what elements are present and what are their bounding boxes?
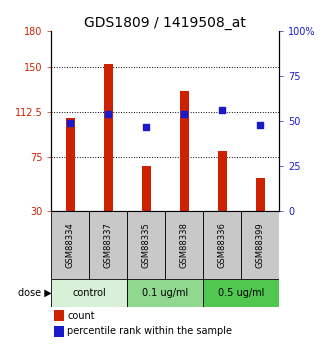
Text: GSM88399: GSM88399 (256, 222, 265, 268)
Bar (89, 211, 127, 279)
Text: GSM88337: GSM88337 (104, 222, 113, 268)
Point (144, 124, 149, 129)
Bar (241, 211, 279, 279)
Bar (51, 279, 127, 307)
Bar (256, 178, 265, 211)
Text: count: count (67, 310, 95, 321)
Text: percentile rank within the sample: percentile rank within the sample (67, 326, 232, 336)
Bar (127, 279, 203, 307)
Bar (65, 118, 75, 211)
Bar (218, 151, 227, 211)
Bar (54, 310, 64, 321)
Text: 0.5 ug/ml: 0.5 ug/ml (218, 288, 265, 298)
Bar (104, 63, 113, 211)
Bar (203, 211, 241, 279)
Text: dose ▶: dose ▶ (18, 288, 51, 298)
Point (220, 108, 225, 113)
Point (106, 111, 111, 117)
Bar (179, 91, 189, 211)
Bar (54, 326, 64, 337)
Text: 0.1 ug/ml: 0.1 ug/ml (142, 288, 188, 298)
Title: GDS1809 / 1419508_at: GDS1809 / 1419508_at (84, 16, 246, 30)
Bar (165, 211, 203, 279)
Text: GSM88336: GSM88336 (218, 222, 227, 268)
Bar (203, 279, 279, 307)
Bar (51, 211, 89, 279)
Text: GSM88334: GSM88334 (66, 222, 75, 268)
Bar (127, 211, 165, 279)
Point (258, 122, 263, 128)
Point (182, 111, 187, 117)
Point (68, 120, 73, 126)
Bar (142, 166, 151, 211)
Text: control: control (73, 288, 106, 298)
Text: GSM88335: GSM88335 (142, 222, 151, 268)
Text: GSM88338: GSM88338 (180, 222, 189, 268)
